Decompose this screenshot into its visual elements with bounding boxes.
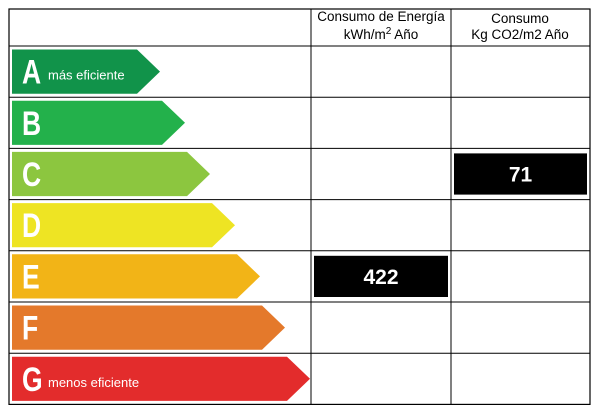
class-arrow-g: [12, 356, 310, 401]
class-letter-d: D: [22, 207, 41, 245]
class-arrow-b: [12, 100, 185, 145]
class-letter-c: C: [22, 156, 41, 194]
class-arrow-e: [12, 254, 260, 299]
class-letter-e: E: [22, 258, 40, 296]
class-note-g: menos eficiente: [48, 375, 139, 390]
class-row-b: B: [12, 100, 185, 145]
energy-unit-sup: 2: [386, 26, 392, 37]
energy-unit-rest: Año: [391, 27, 418, 42]
class-arrow-a: [12, 49, 160, 94]
table-grid: [8, 8, 591, 405]
class-arrow-d: [12, 203, 235, 248]
class-letter-b: B: [22, 105, 41, 143]
rating-value: 71: [509, 164, 533, 187]
column-header-emissions-unit: Kg CO2/m2 Año: [471, 27, 569, 42]
energy-unit-main: kWh/m: [344, 27, 386, 42]
class-row-d: D: [12, 203, 235, 248]
column-header-energy-unit: kWh/m2 Año: [344, 26, 419, 42]
column-header-emissions: Consumo: [491, 11, 549, 26]
class-row-f: F: [12, 305, 285, 350]
rating-box: [314, 255, 448, 297]
column-header-energy: Consumo de Energía: [317, 9, 445, 24]
table-header: Consumo de Energía kWh/m2 Año Consumo Kg…: [317, 9, 569, 42]
class-letter-f: F: [22, 309, 38, 347]
class-row-e: E: [12, 254, 260, 299]
class-arrow-f: [12, 305, 285, 350]
class-row-c: C: [12, 151, 210, 197]
class-letter-g: G: [22, 361, 43, 399]
class-letter-a: A: [22, 53, 41, 91]
rating-box: [454, 153, 587, 195]
rating-0-e: 422: [314, 255, 448, 297]
rating-values: 422 71: [314, 153, 587, 297]
table-frame: [8, 8, 591, 405]
class-note-a: más eficiente: [48, 68, 125, 83]
rating-value: 422: [363, 266, 398, 289]
class-arrow-c: [12, 151, 210, 197]
rating-1-c: 71: [454, 153, 587, 195]
